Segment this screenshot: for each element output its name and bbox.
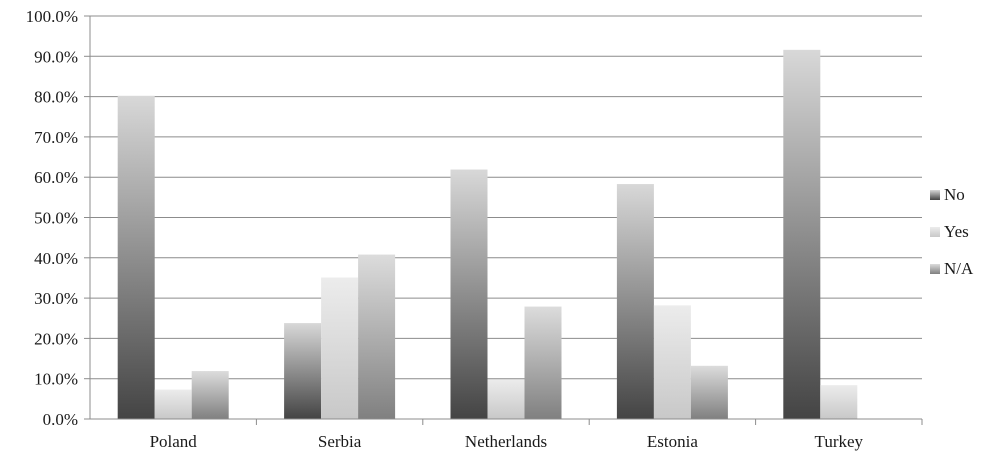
bar-no-turkey [783, 49, 821, 420]
bar-yes-serbia [321, 277, 359, 419]
bar-na-netherlands [524, 306, 562, 419]
bar-no-estonia [616, 184, 654, 419]
bar-yes-poland [154, 389, 192, 419]
y-tick-label: 0.0% [43, 410, 78, 429]
y-tick-label: 50.0% [34, 209, 78, 228]
legend: No Yes N/A [930, 185, 974, 278]
x-tick-label: Turkey [815, 432, 864, 451]
x-tick-label: Poland [150, 432, 198, 451]
y-tick-label: 90.0% [34, 47, 78, 66]
bar-no-serbia [284, 323, 322, 419]
legend-label: N/A [944, 259, 974, 278]
y-tick-label: 40.0% [34, 249, 78, 268]
y-tick-label: 80.0% [34, 88, 78, 107]
y-tick-label: 30.0% [34, 289, 78, 308]
x-tick-label: Netherlands [465, 432, 547, 451]
legend-swatch [930, 227, 940, 237]
y-tick-label: 60.0% [34, 168, 78, 187]
legend-label: Yes [944, 222, 969, 241]
bar-no-poland [117, 95, 155, 419]
y-tick-label: 20.0% [34, 329, 78, 348]
bar-no-netherlands [450, 169, 488, 419]
bar-na-serbia [358, 254, 396, 419]
bar-na-poland [191, 371, 229, 419]
y-tick-label: 100.0% [26, 7, 78, 26]
bar-yes-turkey [820, 385, 858, 419]
x-tick-label: Estonia [647, 432, 698, 451]
y-tick-label: 10.0% [34, 370, 78, 389]
y-tick-label: 70.0% [34, 128, 78, 147]
legend-swatch [930, 190, 940, 200]
x-tick-label: Serbia [318, 432, 362, 451]
legend-swatch [930, 264, 940, 274]
bar-na-estonia [690, 365, 728, 419]
legend-label: No [944, 185, 965, 204]
bar-yes-estonia [653, 305, 691, 419]
bars [117, 49, 858, 420]
gridlines [90, 15, 922, 380]
bar-yes-netherlands [487, 379, 525, 419]
axes: 0.0% 10.0% 20.0% 30.0% 40.0% 50.0% 60.0% 70.0% 8… [26, 7, 923, 451]
